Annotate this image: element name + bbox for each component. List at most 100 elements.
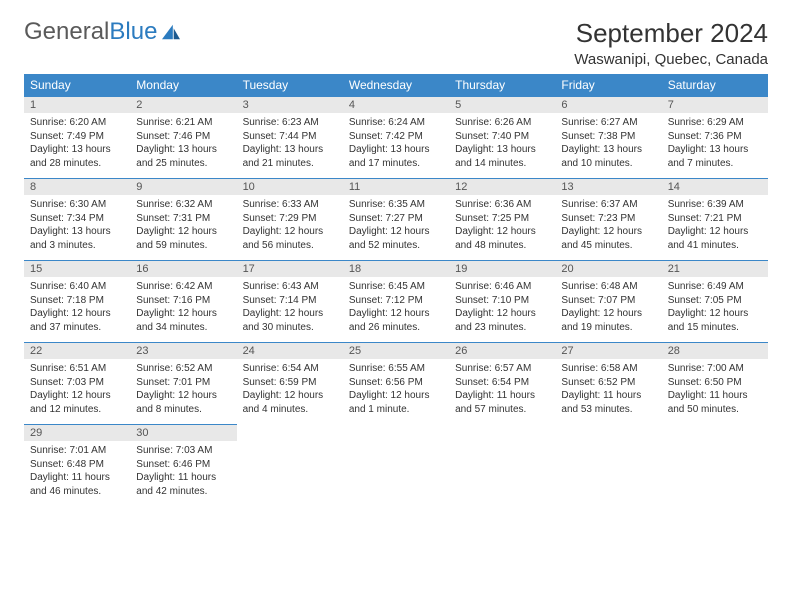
day-number: 22 — [24, 342, 130, 359]
sunset-line: Sunset: 7:25 PM — [455, 212, 549, 226]
calendar-row: 15Sunrise: 6:40 AMSunset: 7:18 PMDayligh… — [24, 260, 768, 342]
daylight-line: Daylight: 12 hours and 30 minutes. — [243, 307, 337, 334]
sunset-line: Sunset: 7:36 PM — [668, 130, 762, 144]
sunrise-line: Sunrise: 6:43 AM — [243, 280, 337, 294]
day-details: Sunrise: 6:45 AMSunset: 7:12 PMDaylight:… — [343, 277, 449, 338]
day-details: Sunrise: 6:36 AMSunset: 7:25 PMDaylight:… — [449, 195, 555, 256]
daylight-line: Daylight: 13 hours and 17 minutes. — [349, 143, 443, 170]
day-number: 14 — [662, 178, 768, 195]
daylight-line: Daylight: 13 hours and 10 minutes. — [561, 143, 655, 170]
calendar-cell: 4Sunrise: 6:24 AMSunset: 7:42 PMDaylight… — [343, 96, 449, 178]
day-details: Sunrise: 6:39 AMSunset: 7:21 PMDaylight:… — [662, 195, 768, 256]
daylight-line: Daylight: 11 hours and 50 minutes. — [668, 389, 762, 416]
sunrise-line: Sunrise: 6:30 AM — [30, 198, 124, 212]
day-number: 18 — [343, 260, 449, 277]
sunset-line: Sunset: 7:34 PM — [30, 212, 124, 226]
day-details: Sunrise: 6:57 AMSunset: 6:54 PMDaylight:… — [449, 359, 555, 420]
sunset-line: Sunset: 7:49 PM — [30, 130, 124, 144]
sunrise-line: Sunrise: 7:03 AM — [136, 444, 230, 458]
sunrise-line: Sunrise: 6:39 AM — [668, 198, 762, 212]
calendar-cell: 8Sunrise: 6:30 AMSunset: 7:34 PMDaylight… — [24, 178, 130, 260]
calendar-row: 29Sunrise: 7:01 AMSunset: 6:48 PMDayligh… — [24, 424, 768, 506]
day-number: 5 — [449, 96, 555, 113]
sunset-line: Sunset: 7:27 PM — [349, 212, 443, 226]
day-number: 24 — [237, 342, 343, 359]
calendar-cell: 17 Sunrise: 6:43 AMSunset: 7:14 PMDayligh… — [237, 260, 343, 342]
sunrise-line: Sunrise: 7:01 AM — [30, 444, 124, 458]
day-number: 29 — [24, 424, 130, 441]
daylight-line: Daylight: 12 hours and 52 minutes. — [349, 225, 443, 252]
sunrise-line: Sunrise: 6:55 AM — [349, 362, 443, 376]
calendar-cell: .. — [662, 424, 768, 506]
daylight-line: Daylight: 12 hours and 12 minutes. — [30, 389, 124, 416]
calendar-cell: 14Sunrise: 6:39 AMSunset: 7:21 PMDayligh… — [662, 178, 768, 260]
day-number: 27 — [555, 342, 661, 359]
daylight-line: Daylight: 13 hours and 3 minutes. — [30, 225, 124, 252]
day-details: Sunrise: 7:01 AMSunset: 6:48 PMDaylight:… — [24, 441, 130, 502]
calendar-cell: 6Sunrise: 6:27 AMSunset: 7:38 PMDaylight… — [555, 96, 661, 178]
calendar-cell: 25Sunrise: 6:55 AMSunset: 6:56 PMDayligh… — [343, 342, 449, 424]
daylight-line: Daylight: 13 hours and 25 minutes. — [136, 143, 230, 170]
day-number: 23 — [130, 342, 236, 359]
sunset-line: Sunset: 6:46 PM — [136, 458, 230, 472]
sunset-line: Sunset: 7:14 PM — [243, 294, 337, 308]
calendar-cell: 12Sunrise: 6:36 AMSunset: 7:25 PMDayligh… — [449, 178, 555, 260]
day-details: Sunrise: 6:24 AMSunset: 7:42 PMDaylight:… — [343, 113, 449, 174]
day-details: Sunrise: 6:37 AMSunset: 7:23 PMDaylight:… — [555, 195, 661, 256]
calendar-cell: 21Sunrise: 6:49 AMSunset: 7:05 PMDayligh… — [662, 260, 768, 342]
sunrise-line: Sunrise: 6:46 AM — [455, 280, 549, 294]
calendar-cell: 1Sunrise: 6:20 AMSunset: 7:49 PMDaylight… — [24, 96, 130, 178]
day-number: 9 — [130, 178, 236, 195]
sunset-line: Sunset: 7:12 PM — [349, 294, 443, 308]
day-number: 28 — [662, 342, 768, 359]
day-details: Sunrise: 6:42 AMSunset: 7:16 PMDaylight:… — [130, 277, 236, 338]
sunrise-line: Sunrise: 6:23 AM — [243, 116, 337, 130]
calendar-row: 22Sunrise: 6:51 AMSunset: 7:03 PMDayligh… — [24, 342, 768, 424]
day-number: 17 — [237, 260, 343, 277]
sunset-line: Sunset: 7:16 PM — [136, 294, 230, 308]
day-details: Sunrise: 6:52 AMSunset: 7:01 PMDaylight:… — [130, 359, 236, 420]
daylight-line: Daylight: 12 hours and 37 minutes. — [30, 307, 124, 334]
day-details: Sunrise: 7:03 AMSunset: 6:46 PMDaylight:… — [130, 441, 236, 502]
daylight-line: Daylight: 13 hours and 21 minutes. — [243, 143, 337, 170]
sunset-line: Sunset: 7:03 PM — [30, 376, 124, 390]
sunset-line: Sunset: 7:21 PM — [668, 212, 762, 226]
sunrise-line: Sunrise: 6:52 AM — [136, 362, 230, 376]
calendar-cell: 15Sunrise: 6:40 AMSunset: 7:18 PMDayligh… — [24, 260, 130, 342]
calendar-cell: 28Sunrise: 7:00 AMSunset: 6:50 PMDayligh… — [662, 342, 768, 424]
calendar-cell: .. — [555, 424, 661, 506]
day-details: Sunrise: 6:54 AMSunset: 6:59 PMDaylight:… — [237, 359, 343, 420]
day-number: 26 — [449, 342, 555, 359]
day-number: 21 — [662, 260, 768, 277]
calendar-table: SundayMondayTuesdayWednesdayThursdayFrid… — [24, 74, 768, 506]
sunset-line: Sunset: 6:54 PM — [455, 376, 549, 390]
calendar-cell: 22Sunrise: 6:51 AMSunset: 7:03 PMDayligh… — [24, 342, 130, 424]
daylight-line: Daylight: 12 hours and 15 minutes. — [668, 307, 762, 334]
daylight-line: Daylight: 13 hours and 7 minutes. — [668, 143, 762, 170]
location-label: Waswanipi, Quebec, Canada — [574, 51, 768, 68]
sunset-line: Sunset: 7:29 PM — [243, 212, 337, 226]
sunrise-line: Sunrise: 6:45 AM — [349, 280, 443, 294]
sunrise-line: Sunrise: 6:42 AM — [136, 280, 230, 294]
daylight-line: Daylight: 12 hours and 56 minutes. — [243, 225, 337, 252]
calendar-cell: 11Sunrise: 6:35 AMSunset: 7:27 PMDayligh… — [343, 178, 449, 260]
page-title: September 2024 — [574, 18, 768, 49]
sunset-line: Sunset: 7:40 PM — [455, 130, 549, 144]
day-details: Sunrise: 6:58 AMSunset: 6:52 PMDaylight:… — [555, 359, 661, 420]
weekday-header-row: SundayMondayTuesdayWednesdayThursdayFrid… — [24, 74, 768, 96]
day-number: 15 — [24, 260, 130, 277]
day-number: 19 — [449, 260, 555, 277]
weekday-header: Thursday — [449, 74, 555, 96]
sunrise-line: Sunrise: 6:36 AM — [455, 198, 549, 212]
day-number: 25 — [343, 342, 449, 359]
day-number: 7 — [662, 96, 768, 113]
sunset-line: Sunset: 7:01 PM — [136, 376, 230, 390]
weekday-header: Saturday — [662, 74, 768, 96]
sunset-line: Sunset: 6:59 PM — [243, 376, 337, 390]
sunset-line: Sunset: 6:56 PM — [349, 376, 443, 390]
daylight-line: Daylight: 12 hours and 23 minutes. — [455, 307, 549, 334]
sunset-line: Sunset: 7:05 PM — [668, 294, 762, 308]
calendar-cell: 3Sunrise: 6:23 AMSunset: 7:44 PMDaylight… — [237, 96, 343, 178]
sunset-line: Sunset: 7:38 PM — [561, 130, 655, 144]
sunrise-line: Sunrise: 6:37 AM — [561, 198, 655, 212]
